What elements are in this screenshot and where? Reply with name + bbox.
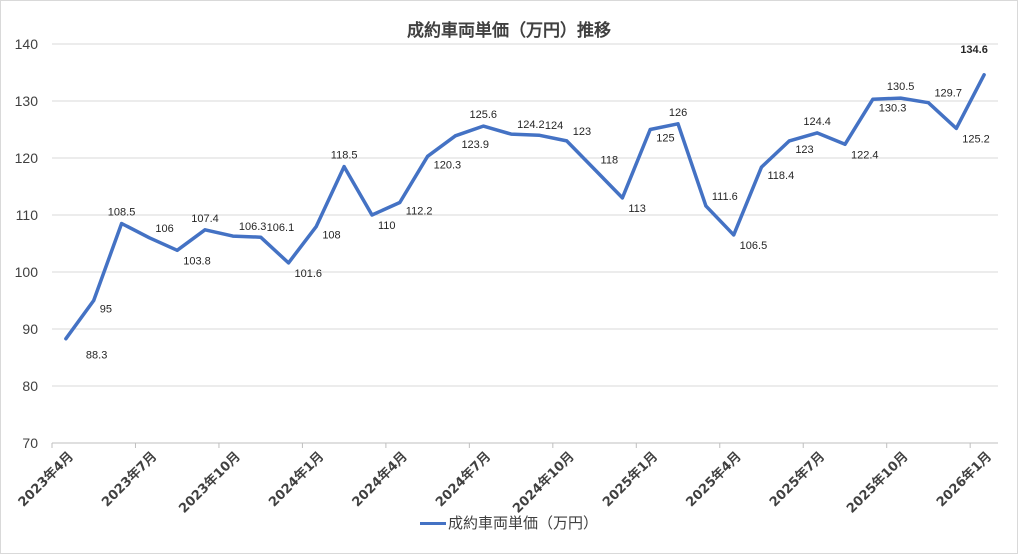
x-tick-label: 2024年4月 bbox=[349, 449, 411, 511]
data-point bbox=[899, 96, 903, 100]
x-tick-label: 2024年10月 bbox=[509, 449, 577, 517]
data-point bbox=[342, 165, 346, 169]
x-tick-label: 2023年4月 bbox=[15, 449, 77, 511]
data-point bbox=[843, 142, 847, 146]
data-point bbox=[203, 228, 207, 232]
x-tick-label: 2025年4月 bbox=[683, 449, 745, 511]
data-label: 125.2 bbox=[962, 133, 990, 145]
x-tick-label: 2023年7月 bbox=[99, 449, 161, 511]
data-point bbox=[175, 248, 179, 252]
data-point bbox=[314, 224, 318, 228]
data-point bbox=[398, 200, 402, 204]
chart-title: 成約車両単価（万円）推移 bbox=[407, 21, 611, 41]
data-label: 88.3 bbox=[86, 350, 107, 362]
data-label: 118 bbox=[601, 154, 619, 166]
data-point bbox=[92, 299, 96, 302]
y-tick-label: 100 bbox=[15, 264, 39, 280]
data-point bbox=[648, 128, 652, 131]
x-tick-label: 2025年7月 bbox=[766, 449, 828, 511]
data-label: 123 bbox=[795, 144, 813, 156]
data-label: 113 bbox=[628, 203, 646, 215]
data-label: 134.6 bbox=[960, 44, 988, 56]
data-label: 106.3 bbox=[239, 221, 267, 233]
data-point bbox=[926, 101, 930, 105]
y-tick-label: 90 bbox=[22, 321, 38, 337]
data-point bbox=[426, 154, 430, 158]
data-label: 130.3 bbox=[879, 102, 907, 114]
data-point bbox=[259, 235, 263, 239]
data-label: 124 bbox=[545, 120, 563, 132]
legend: 成約車両単価（万円） bbox=[0, 512, 1018, 533]
data-point bbox=[815, 131, 819, 135]
data-point bbox=[147, 236, 151, 240]
y-tick-label: 70 bbox=[22, 435, 38, 451]
data-point bbox=[676, 122, 680, 126]
data-point bbox=[537, 133, 541, 137]
y-tick-label: 120 bbox=[15, 150, 39, 166]
data-label: 95 bbox=[100, 304, 112, 316]
x-tick-label: 2024年7月 bbox=[432, 449, 494, 511]
data-label: 125.6 bbox=[469, 109, 497, 121]
x-tick-label: 2026年1月 bbox=[933, 449, 995, 511]
data-label: 130.5 bbox=[887, 81, 915, 93]
data-point bbox=[120, 222, 124, 226]
y-tick-label: 80 bbox=[22, 378, 38, 394]
data-label: 120.3 bbox=[434, 159, 462, 171]
data-point bbox=[704, 204, 708, 208]
x-tick-label: 2024年1月 bbox=[265, 449, 327, 511]
x-tick-label: 2025年10月 bbox=[843, 449, 911, 517]
data-label: 118.5 bbox=[331, 150, 358, 162]
series-line bbox=[64, 73, 986, 341]
data-label: 123.9 bbox=[461, 139, 489, 151]
data-label: 106 bbox=[155, 223, 173, 235]
data-point bbox=[732, 233, 736, 237]
data-point bbox=[593, 167, 597, 171]
data-point bbox=[509, 132, 513, 136]
y-tick-label: 140 bbox=[15, 36, 39, 52]
data-point bbox=[287, 261, 290, 265]
data-label: 111.6 bbox=[712, 191, 738, 203]
legend-swatch bbox=[419, 522, 446, 525]
data-point bbox=[481, 124, 485, 128]
data-label: 107.4 bbox=[191, 213, 219, 225]
data-point bbox=[453, 134, 457, 138]
data-label: 108.5 bbox=[108, 207, 136, 219]
data-label: 125 bbox=[656, 133, 674, 145]
legend-label: 成約車両単価（万円） bbox=[447, 514, 598, 532]
data-point bbox=[760, 165, 763, 169]
data-label: 110 bbox=[378, 220, 396, 232]
data-point bbox=[370, 213, 374, 217]
data-point bbox=[620, 196, 624, 200]
data-point bbox=[231, 234, 235, 238]
data-point bbox=[954, 126, 958, 130]
data-label: 103.8 bbox=[183, 255, 211, 267]
data-label: 112.2 bbox=[406, 205, 433, 217]
data-point bbox=[64, 337, 68, 341]
data-label: 106.5 bbox=[740, 240, 768, 252]
data-label: 124.4 bbox=[803, 116, 831, 128]
data-point bbox=[565, 139, 569, 143]
data-point bbox=[871, 97, 875, 101]
data-point bbox=[982, 73, 986, 77]
data-label: 101.6 bbox=[295, 268, 323, 280]
data-point bbox=[787, 139, 791, 143]
data-label: 118.4 bbox=[768, 170, 795, 182]
data-label: 124.2 bbox=[517, 119, 545, 131]
y-tick-label: 130 bbox=[15, 93, 39, 109]
data-label: 126 bbox=[669, 107, 687, 119]
data-label: 108 bbox=[322, 229, 340, 241]
data-label: 106.1 bbox=[267, 222, 295, 234]
data-label: 123 bbox=[573, 126, 591, 138]
y-tick-label: 110 bbox=[16, 207, 39, 223]
data-label: 129.7 bbox=[934, 88, 962, 100]
data-label: 122.4 bbox=[851, 149, 879, 161]
x-tick-label: 2023年10月 bbox=[176, 449, 244, 517]
x-tick-label: 2025年1月 bbox=[599, 449, 661, 511]
